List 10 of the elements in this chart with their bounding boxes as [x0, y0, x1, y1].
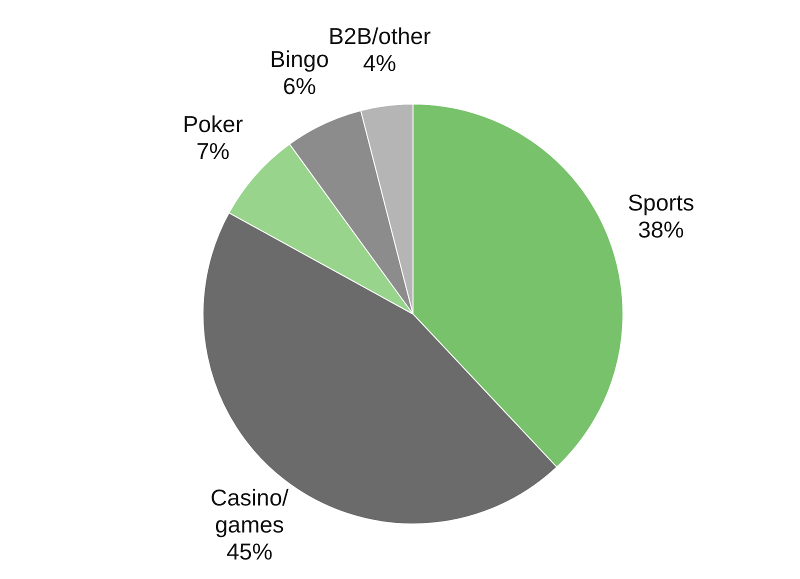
slice-label: Poker: [182, 111, 244, 138]
slice-label: Sports: [628, 189, 694, 216]
data-label: 7%: [196, 138, 230, 164]
slice-label: Casino/games: [210, 484, 290, 538]
data-label: 45%: [226, 538, 273, 565]
slice-label: B2B/other: [328, 22, 432, 49]
data-label: 4%: [362, 50, 396, 76]
data-label: 6%: [282, 73, 316, 100]
data-label: 38%: [638, 216, 684, 242]
slice-label: Bingo: [270, 46, 329, 72]
